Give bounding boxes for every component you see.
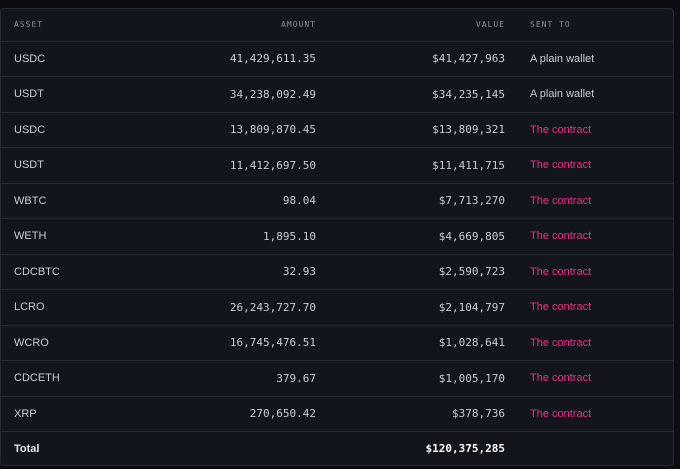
header-sent-to[interactable]: SENT TO <box>530 20 571 30</box>
asset-cell: USDC <box>14 123 46 136</box>
table-row[interactable]: USDT 34,238,092.49 $34,235,145 A plain wall… <box>1 77 673 112</box>
asset-cell: CDCETH <box>14 372 60 385</box>
table-row[interactable]: USDC 13,809,870.45 $13,809,321 The contract <box>1 112 673 148</box>
sent-to-cell: The contract <box>530 123 592 136</box>
amount-cell: 32.93 <box>282 265 316 279</box>
value-cell: $1,028,641 <box>438 336 505 350</box>
sent-to-cell: A plain wallet <box>530 52 595 65</box>
amount-cell: 13,809,870.45 <box>229 123 316 137</box>
value-cell: $1,005,170 <box>438 371 505 385</box>
sent-to-cell: The contract <box>530 407 592 420</box>
asset-cell: LCRO <box>14 301 45 314</box>
table-row[interactable]: WCRO 16,745,476.51 $1,028,641 The contract <box>1 325 673 361</box>
amount-cell: 41,429,611.35 <box>229 52 316 66</box>
sent-to-cell: The contract <box>530 301 592 314</box>
total-amount-empty <box>176 432 316 466</box>
sent-to-cell: The contract <box>530 230 592 243</box>
amount-cell: 11,412,697.50 <box>229 158 316 172</box>
amount-cell: 98.04 <box>282 194 316 208</box>
total-row: Total $120,375,285 <box>1 432 673 466</box>
amount-cell: 1,895.10 <box>263 229 316 243</box>
header-value[interactable]: VALUE <box>475 20 505 30</box>
asset-cell: WBTC <box>14 194 47 207</box>
sent-to-cell: The contract <box>530 159 592 172</box>
value-cell: $7,713,270 <box>438 194 505 208</box>
asset-cell: WETH <box>14 230 47 243</box>
amount-cell: 270,650.42 <box>249 407 316 421</box>
assets-table-panel: ASSET AMOUNT VALUE SENT TO USDC 41,429,61… <box>0 8 674 466</box>
header-amount[interactable]: AMOUNT <box>281 20 316 30</box>
asset-cell: USDC <box>14 52 46 65</box>
asset-cell: USDT <box>14 88 44 101</box>
sent-to-cell: A plain wallet <box>530 88 595 101</box>
table-row[interactable]: WETH 1,895.10 $4,669,805 The contract <box>1 219 673 254</box>
amount-cell: 26,243,727.70 <box>229 300 316 314</box>
table-row[interactable]: WBTC 98.04 $7,713,270 The contract <box>1 183 673 219</box>
table-body: USDC 41,429,611.35 $41,427,963 A plain wall… <box>1 41 673 432</box>
value-cell: $41,427,963 <box>432 52 505 66</box>
table-row[interactable]: LCRO 26,243,727.70 $2,104,797 The contract <box>1 290 673 325</box>
table-row[interactable]: USDT 11,412,697.50 $11,411,715 The contract <box>1 148 673 183</box>
value-cell: $2,104,797 <box>438 300 505 314</box>
table-row[interactable]: USDC 41,429,611.35 $41,427,963 A plain wall… <box>1 41 673 77</box>
asset-cell: USDT <box>14 159 44 172</box>
table-header-row: ASSET AMOUNT VALUE SENT TO <box>1 9 673 41</box>
value-cell: $4,669,805 <box>438 229 505 243</box>
table-row[interactable]: XRP 270,650.42 $378,736 The contract <box>1 396 673 432</box>
header-asset[interactable]: ASSET <box>14 20 44 30</box>
amount-cell: 34,238,092.49 <box>229 87 316 101</box>
value-cell: $34,235,145 <box>432 87 505 101</box>
sent-to-cell: The contract <box>530 372 592 385</box>
sent-to-cell: The contract <box>530 265 592 278</box>
value-cell: $2,590,723 <box>438 265 505 279</box>
table-row[interactable]: CDCETH 379.67 $1,005,170 The contract <box>1 361 673 396</box>
asset-cell: WCRO <box>14 336 49 349</box>
value-cell: $378,736 <box>452 407 505 421</box>
value-cell: $13,809,321 <box>432 123 505 137</box>
total-label: Total <box>14 442 40 455</box>
total-value: $120,375,285 <box>425 442 505 456</box>
table-row[interactable]: CDCBTC 32.93 $2,590,723 The contract <box>1 254 673 290</box>
total-sent-empty <box>505 432 673 466</box>
sent-to-cell: The contract <box>530 194 592 207</box>
amount-cell: 16,745,476.51 <box>229 336 316 350</box>
sent-to-cell: The contract <box>530 336 592 349</box>
assets-table: ASSET AMOUNT VALUE SENT TO USDC 41,429,61… <box>1 9 673 466</box>
amount-cell: 379.67 <box>276 371 316 385</box>
asset-cell: CDCBTC <box>14 265 60 278</box>
asset-cell: XRP <box>14 407 37 420</box>
value-cell: $11,411,715 <box>432 158 505 172</box>
